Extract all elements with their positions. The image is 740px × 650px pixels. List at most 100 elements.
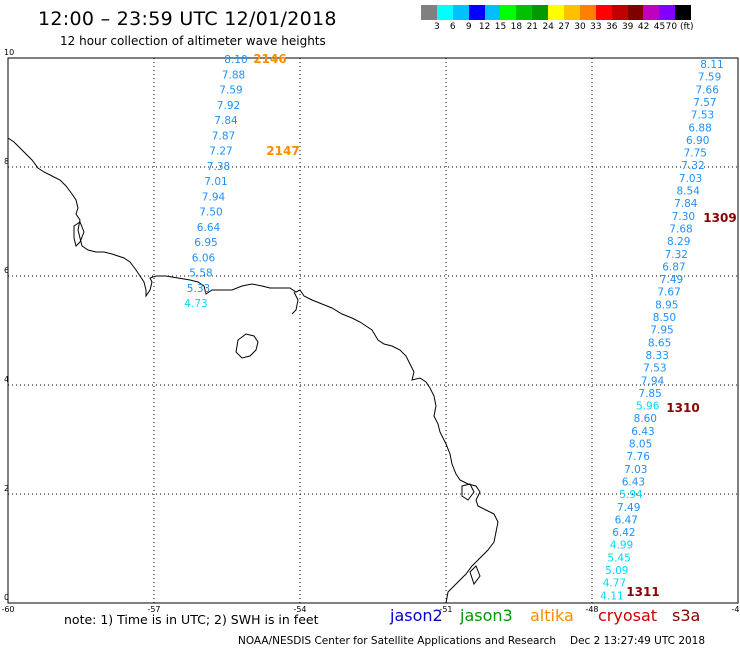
wave-height-value: 5.09	[605, 565, 628, 577]
wave-height-value: 5.96	[636, 401, 660, 413]
wave-height-value: 6.06	[192, 252, 216, 264]
wave-height-value: 6.87	[662, 261, 685, 273]
legend-s3a: s3a	[672, 606, 701, 625]
pass-time-label: 1310	[666, 401, 699, 415]
wave-height-value: 4.77	[603, 578, 626, 590]
wave-height-value: 7.32	[665, 249, 688, 261]
generated-timestamp: Dec 2 13:27:49 UTC 2018	[570, 635, 706, 647]
coastline	[7, 137, 499, 604]
wave-height-value: 8.95	[655, 299, 678, 311]
wave-height-value: 7.95	[650, 325, 673, 337]
wave-height-value: 8.10	[224, 54, 247, 66]
wave-height-value: 7.94	[641, 375, 665, 387]
colorbar-labels: 3 6 9 12 15 18 21 24 27 30 33 36 39 42 45 70 (ft)	[421, 22, 740, 34]
colorbar-label: 36	[606, 22, 618, 32]
wave-height-value: 8.60	[634, 413, 657, 425]
wave-height-value: 7.59	[698, 72, 721, 84]
colorbar-label: 27	[558, 22, 570, 32]
wave-height-value: 6.95	[194, 237, 217, 249]
wave-height-value: 6.43	[631, 426, 654, 438]
wave-height-value: 7.66	[696, 84, 720, 96]
longitude-tick-label: -48	[585, 605, 598, 614]
wave-height-value: 8.05	[629, 439, 652, 451]
altimeter-tracks: 8.10 7.88 7.59 7.92 7.84 7.87 7.27 7.38 7.01 7.94…	[184, 52, 736, 602]
wave-height-value: 7.76	[627, 451, 651, 463]
longitude-tick-label: -45	[731, 605, 740, 614]
colorbar-label: 15	[494, 22, 507, 32]
pass-time-label: 1309	[703, 211, 736, 225]
wave-height-value: 6.42	[612, 527, 635, 539]
wave-height-value: 7.87	[212, 130, 235, 142]
colorbar-swatch	[484, 5, 501, 20]
longitude-tick-label: -57	[147, 605, 160, 614]
colorbar-label: 12	[478, 22, 491, 32]
wave-height-value: 6.43	[622, 476, 645, 488]
legend-jason2: jason2	[390, 606, 443, 625]
colorbar-label: 9	[465, 22, 472, 32]
colorbar-label: 3	[434, 22, 440, 32]
legend-altika: altika	[530, 606, 574, 625]
latitude-tick-label: 0	[4, 593, 9, 602]
wave-height-value: 7.38	[207, 161, 230, 173]
wave-height-value: 7.53	[643, 363, 666, 375]
wave-height-value: 7.32	[681, 160, 704, 172]
wave-height-value: 7.57	[693, 97, 716, 109]
colorbar-swatch	[675, 5, 692, 20]
colorbar-swatch	[421, 5, 437, 20]
wave-height-value: 7.68	[669, 224, 692, 236]
wave-height-value: 7.49	[617, 502, 640, 514]
wave-height-value: 4.73	[184, 298, 207, 310]
wave-height-value: 7.94	[202, 191, 226, 203]
colorbar-label: 24	[542, 22, 554, 32]
longitude-tick-label: -60	[1, 605, 14, 614]
wave-height-value: 8.65	[648, 337, 671, 349]
longitude-tick-label: -51	[439, 605, 452, 614]
wave-height-value: 7.03	[624, 464, 647, 476]
wave-height-colorbar	[421, 5, 692, 20]
wave-height-value: 5.94	[619, 489, 643, 501]
wave-height-value: 7.53	[691, 110, 714, 122]
colorbar-swatch	[548, 5, 565, 20]
pass-time-label: 2146	[253, 52, 286, 66]
colorbar-label: 70 (ft)	[665, 22, 694, 32]
colorbar-swatch	[468, 5, 485, 20]
colorbar-label: 30	[574, 22, 586, 32]
map-title: 12:00 – 23:59 UTC 12/01/2018	[38, 8, 337, 30]
latitude-tick-label: 6	[4, 266, 9, 275]
wave-height-value: 7.01	[204, 176, 227, 188]
credit-line: NOAA/NESDIS Center for Satellite Applica…	[238, 635, 705, 647]
longitude-tick-labels: -60 -57 -54 -51 -48 -45	[1, 605, 740, 614]
colorbar-swatch	[627, 5, 644, 20]
colorbar-label: 39	[621, 22, 634, 32]
wave-height-value: 7.84	[674, 198, 698, 210]
wave-height-value: 8.29	[667, 236, 690, 248]
latitude-tick-label: 8	[4, 157, 9, 166]
colorbar-label: 42	[637, 22, 650, 32]
wave-height-value: 7.03	[679, 173, 702, 185]
colorbar-label: 33	[590, 22, 602, 32]
colorbar-swatch	[659, 5, 676, 20]
colorbar-swatch	[516, 5, 533, 20]
wave-height-value: 5.45	[607, 552, 630, 564]
colorbar-swatch	[595, 5, 612, 20]
longitude-tick-label: -54	[293, 605, 306, 614]
colorbar-swatch	[643, 5, 660, 20]
units-note: note: 1) Time is in UTC; 2) SWH is in fe…	[64, 612, 319, 627]
credit-text: NOAA/NESDIS Center for Satellite Applica…	[238, 635, 556, 647]
wave-height-value: 6.88	[688, 122, 711, 134]
altimeter-track: 8.10 7.88 7.59 7.92 7.84 7.87 7.27 7.38 7.01 7.94…	[184, 52, 299, 310]
latitude-tick-label: 10	[4, 48, 14, 57]
legend-cryosat: cryosat	[598, 606, 658, 625]
colorbar-swatch	[436, 5, 453, 20]
wave-height-value: 7.92	[217, 100, 240, 112]
colorbar-swatch	[532, 5, 549, 20]
wave-height-value: 8.54	[677, 186, 701, 198]
pass-time-label: 1311	[626, 585, 659, 599]
colorbar-swatch	[452, 5, 469, 20]
wave-height-value: 8.11	[700, 59, 723, 71]
wave-height-value: 8.33	[646, 350, 669, 362]
wave-height-value: 7.49	[660, 274, 683, 286]
pass-time-label: 2147	[266, 144, 299, 158]
wave-height-value: 5.58	[189, 268, 212, 280]
